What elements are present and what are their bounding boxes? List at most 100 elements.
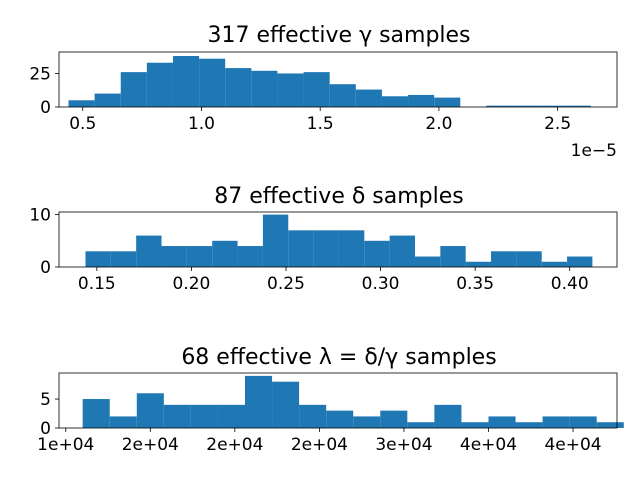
gamma-histogram-bar: [408, 94, 435, 107]
lambda-histogram-bar: [190, 404, 218, 428]
lambda-histogram-bar: [596, 422, 624, 428]
lambda-histogram-bar: [217, 404, 245, 428]
gamma-histogram-x-tick-label: 2.0: [425, 114, 452, 134]
lambda-histogram-y-tick-label: 0: [40, 419, 51, 439]
delta-histogram-bar: [541, 261, 568, 267]
gamma-histogram-y-tick-label: 0: [40, 98, 51, 118]
delta-histogram-bar: [491, 251, 517, 267]
gamma-histogram-bar: [120, 72, 147, 107]
delta-histogram-y-tick-label: 10: [29, 206, 51, 226]
gamma-histogram-bar: [225, 68, 252, 107]
lambda-histogram-bar: [569, 416, 597, 428]
lambda-histogram-panel: 68 effective λ = δ/γ samples 1e+04 2e+04 2…: [37, 345, 624, 455]
delta-histogram-bar: [389, 235, 415, 267]
delta-histogram-title: 87 effective δ samples: [214, 184, 464, 209]
gamma-histogram-bar: [251, 70, 278, 107]
delta-histogram-x-tick-label: 0.40: [551, 274, 589, 294]
gamma-histogram-bar: [199, 58, 226, 107]
lambda-histogram-x-tick-label: 4e+04: [544, 435, 601, 455]
delta-histogram-x-ticks: 0.15 0.20 0.25 0.30 0.35 0.40: [78, 267, 589, 294]
lambda-histogram-axes-frame: [58, 372, 618, 429]
delta-histogram-panel: 87 effective δ samples 0.15 0.20 0.25 0.30 0…: [29, 184, 618, 294]
lambda-histogram-bar: [380, 410, 408, 428]
delta-histogram-bar: [313, 230, 339, 267]
gamma-histogram-bar: [355, 89, 382, 107]
lambda-histogram-x-tick-label: 2e+04: [291, 435, 348, 455]
gamma-histogram-x-tick-label: 1.5: [307, 114, 334, 134]
lambda-histogram-bar: [245, 375, 273, 428]
gamma-histogram-bar: [564, 105, 591, 107]
lambda-histogram-x-tick-label: 4e+04: [460, 435, 517, 455]
delta-histogram-x-tick-label: 0.20: [172, 274, 210, 294]
lambda-histogram-bar: [461, 422, 489, 428]
delta-histogram-x-tick-label: 0.35: [456, 274, 494, 294]
lambda-histogram-bar: [542, 416, 570, 428]
gamma-histogram-axes-frame: [58, 51, 618, 108]
delta-histogram-bars: [85, 214, 593, 267]
delta-histogram-bar: [262, 214, 289, 267]
gamma-histogram-bar: [486, 105, 513, 107]
gamma-histogram-x-ticks: 0.5 1.0 1.5 2.0 2.5: [69, 107, 571, 134]
gamma-histogram-bar: [512, 105, 539, 107]
gamma-histogram-title: 317 effective γ samples: [207, 23, 470, 48]
gamma-histogram-bars: [68, 56, 591, 107]
delta-histogram-bar: [465, 261, 492, 267]
gamma-histogram-panel: 317 effective γ samples 0.5 1.0 1.5 2.0 2.5 …: [29, 23, 618, 161]
gamma-histogram-bar: [94, 93, 121, 107]
gamma-histogram-bar: [434, 97, 461, 107]
lambda-histogram-bar: [434, 404, 462, 428]
delta-histogram-y-ticks: 0 10: [29, 206, 59, 278]
gamma-histogram-y-tick-label: 25: [29, 64, 51, 84]
gamma-histogram-bar: [381, 96, 409, 107]
lambda-histogram-bar: [488, 416, 516, 428]
delta-histogram-bar: [110, 251, 137, 267]
gamma-histogram-bar: [172, 56, 200, 107]
delta-histogram-axes-frame: [58, 211, 618, 268]
gamma-histogram-bar: [277, 73, 304, 107]
lambda-histogram-bar: [299, 404, 327, 428]
lambda-histogram-title: 68 effective λ = δ/γ samples: [181, 345, 496, 370]
delta-histogram-bar: [440, 246, 466, 267]
gamma-histogram-bar: [329, 84, 356, 107]
delta-histogram-bar: [414, 256, 441, 267]
lambda-histogram-bar: [407, 422, 435, 428]
delta-histogram-bar: [516, 251, 542, 267]
lambda-histogram-x-tick-label: 3e+04: [375, 435, 432, 455]
lambda-histogram-y-tick-label: 5: [40, 390, 51, 410]
gamma-histogram-offset-label: 1e−5: [571, 141, 617, 161]
delta-histogram-bar: [567, 256, 593, 267]
delta-histogram-x-tick-label: 0.30: [362, 274, 400, 294]
delta-histogram-bar: [364, 240, 390, 267]
lambda-histogram-bar: [326, 410, 354, 428]
lambda-histogram-bar: [109, 416, 137, 428]
delta-histogram-bar: [161, 246, 187, 267]
delta-histogram-bar: [212, 240, 238, 267]
delta-histogram-bar: [85, 251, 111, 267]
gamma-histogram-x-tick-label: 2.5: [544, 114, 571, 134]
delta-histogram-bar: [288, 230, 314, 267]
lambda-histogram-x-tick-label: 1e+04: [37, 435, 94, 455]
gamma-histogram-x-tick-label: 1.0: [188, 114, 215, 134]
gamma-histogram-y-ticks: 0 25: [29, 64, 59, 118]
delta-histogram-bar: [136, 235, 162, 267]
lambda-histogram-x-tick-label: 2e+04: [122, 435, 179, 455]
gamma-histogram-bar: [146, 62, 173, 107]
lambda-histogram-y-ticks: 05: [40, 390, 59, 439]
delta-histogram-bar: [237, 246, 263, 267]
lambda-histogram-x-tick-label: 2e+04: [206, 435, 263, 455]
delta-histogram-x-tick-label: 0.25: [267, 274, 305, 294]
lambda-histogram-bar: [136, 393, 164, 428]
lambda-histogram-bar: [353, 416, 381, 428]
lambda-histogram-bar: [515, 422, 543, 428]
delta-histogram-bar: [338, 230, 365, 267]
gamma-histogram-bar: [303, 72, 330, 107]
delta-histogram-bar: [186, 246, 213, 267]
gamma-histogram-bar: [538, 105, 565, 107]
lambda-histogram-bar: [82, 399, 110, 428]
lambda-histogram-bar: [163, 404, 191, 428]
lambda-histogram-bar: [272, 381, 300, 428]
lambda-histogram-bars: [82, 375, 624, 428]
lambda-histogram-x-ticks: 1e+04 2e+04 2e+04 2e+04 3e+04 4e+04 4e+04: [37, 428, 602, 455]
gamma-histogram-bar: [68, 100, 95, 107]
